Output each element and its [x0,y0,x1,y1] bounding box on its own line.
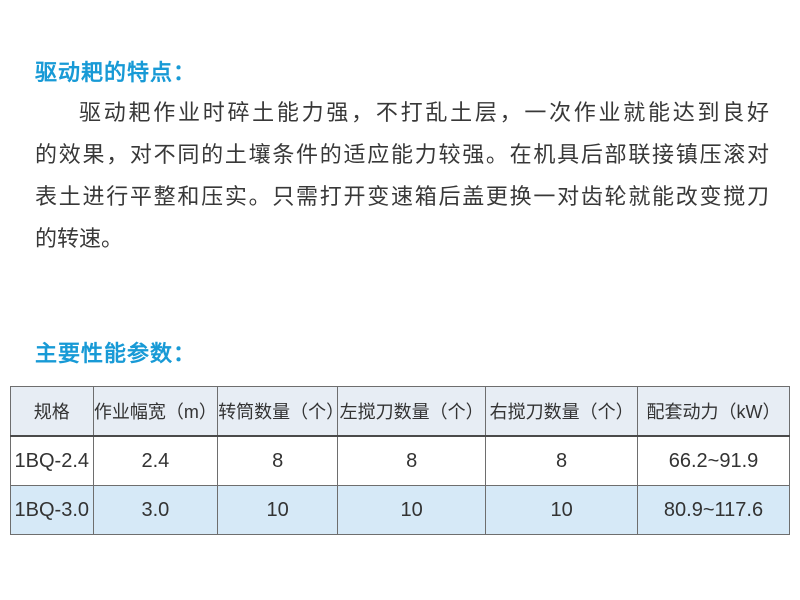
cell-drums: 8 [217,435,339,486]
cell-width: 3.0 [92,485,219,535]
cell-drums: 10 [217,485,339,535]
cell-width: 2.4 [92,435,219,486]
table-row: 1BQ-2.4 2.4 8 8 8 66.2~91.9 [10,435,790,486]
paragraph-line: 的效果，对不同的土壤条件的适应能力较强。在机具后部联接镇压滚对 [35,142,769,167]
cell-power: 80.9~117.6 [637,485,790,535]
cell-model: 1BQ-2.4 [10,435,94,486]
table-row: 1BQ-3.0 3.0 10 10 10 80.9~117.6 [10,485,790,535]
header-cell-width: 作业幅宽（m） [92,386,219,437]
cell-right-blades: 8 [485,435,639,486]
specs-table: 规格 作业幅宽（m） 转筒数量（个） 左搅刀数量（个） 右搅刀数量（个） 配套动… [10,386,790,535]
header-cell-left-blades: 左搅刀数量（个） [337,386,487,437]
features-paragraph: 驱动耙作业时碎土能力强，不打乱土层，一次作业就能达到良好 的效果，对不同的土壤条… [35,92,769,260]
header-cell-power: 配套动力（kW） [637,386,790,437]
header-cell-right-blades: 右搅刀数量（个） [485,386,639,437]
cell-left-blades: 10 [337,485,487,535]
cell-left-blades: 8 [337,435,487,486]
paragraph-line: 表土进行平整和压实。只需打开变速箱后盖更换一对齿轮就能改变搅刀 [35,184,769,209]
cell-model: 1BQ-3.0 [10,485,94,535]
cell-power: 66.2~91.9 [637,435,790,486]
table-header-row: 规格 作业幅宽（m） 转筒数量（个） 左搅刀数量（个） 右搅刀数量（个） 配套动… [10,386,790,437]
paragraph-line: 的转速。 [35,226,124,251]
features-section-heading: 驱动耙的特点： [35,60,197,85]
header-cell-drums: 转筒数量（个） [217,386,344,437]
header-cell-spec: 规格 [10,386,94,437]
cell-right-blades: 10 [485,485,639,535]
specs-section-heading: 主要性能参数： [35,341,197,366]
paragraph-line: 驱动耙作业时碎土能力强，不打乱土层，一次作业就能达到良好 [79,100,769,125]
